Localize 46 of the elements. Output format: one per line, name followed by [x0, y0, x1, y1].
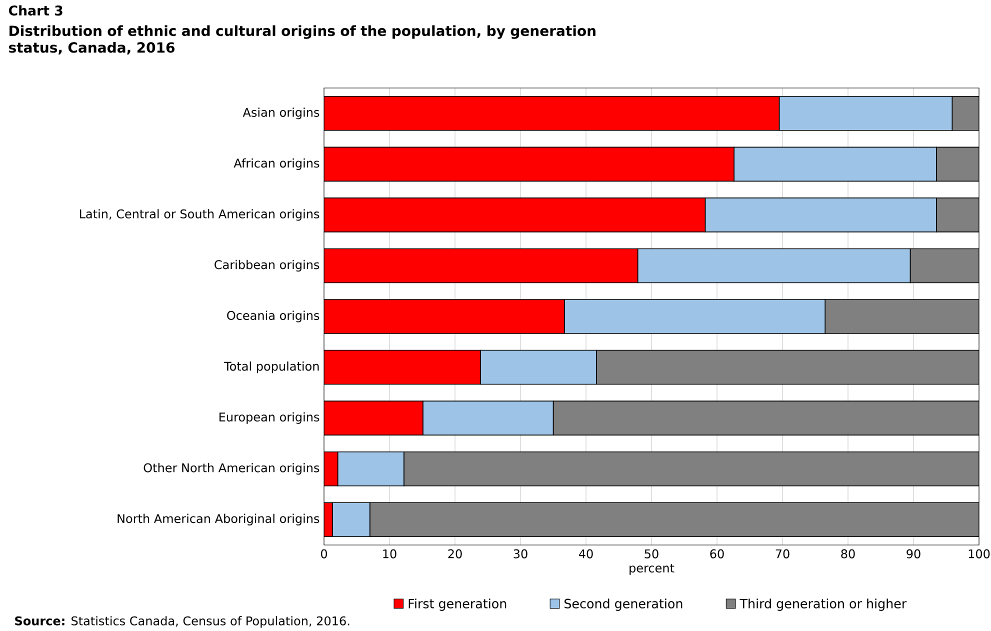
y-tick-label: North American Aboriginal origins [118, 514, 320, 526]
x-tick-label: 50 [644, 549, 658, 558]
x-tick-label: 80 [841, 549, 855, 558]
y-tick-label: Latin, Central or South American origins [80, 209, 320, 221]
bar [324, 96, 780, 131]
bar [369, 502, 980, 538]
bar [936, 146, 980, 182]
bar [422, 400, 554, 436]
bar [480, 350, 597, 385]
text: Chart 3 [8, 5, 62, 16]
bar [552, 400, 980, 436]
bar [824, 299, 980, 334]
legend-label: Third generation or higher [740, 598, 907, 611]
x-tick-label: 0 [320, 549, 328, 558]
y-tick-label: African origins [234, 158, 320, 170]
bar [324, 299, 565, 334]
y-tick-label: European origins [220, 412, 320, 424]
bar [324, 198, 706, 232]
x-tick-label: 90 [906, 549, 920, 558]
y-tick-label: Asian origins [242, 108, 320, 120]
x-tick-label: 40 [578, 549, 593, 558]
x-tick-label: 30 [514, 549, 528, 558]
x-axis-title: percent [630, 564, 674, 575]
x-tick-label: 100 [968, 549, 990, 558]
bar [324, 350, 481, 385]
y-tick-label: Other North American origins [144, 463, 320, 475]
x-tick-label: 70 [776, 549, 790, 558]
bar [324, 146, 734, 182]
bar [324, 400, 424, 436]
bar [596, 350, 980, 385]
bar [952, 96, 980, 131]
x-tick-label: 60 [710, 549, 724, 558]
bar [404, 451, 980, 486]
legend-label: Second generation [564, 598, 682, 611]
x-tick-label: 20 [448, 549, 462, 558]
y-tick-label: Total population [224, 361, 319, 374]
y-tick-label: Oceania origins [227, 310, 320, 322]
chart-subtitle: Distribution of ethnic and cultural origins of the population, by generation status, Canada, 2016 [9, 25, 596, 55]
y-tick-label: Caribbean origins [214, 260, 320, 272]
x-tick-label: 10 [383, 549, 396, 558]
bar [936, 198, 980, 232]
bar [910, 248, 980, 284]
text: Source: Statistics Canada, Census of Population, 2016. [15, 616, 350, 628]
bar [324, 248, 638, 284]
legend-label: First generation [408, 598, 506, 611]
bar [324, 452, 338, 486]
